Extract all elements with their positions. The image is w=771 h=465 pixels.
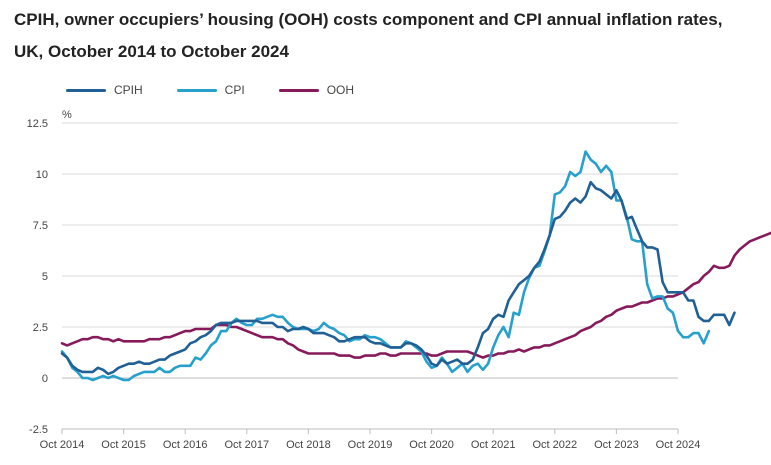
x-tick-label: Oct 2016 — [163, 439, 208, 451]
y-tick-label: 10 — [36, 169, 48, 181]
x-tick-label: Oct 2020 — [409, 439, 454, 451]
series-line-cpi — [60, 150, 711, 382]
x-tick-label: Oct 2018 — [286, 439, 331, 451]
legend-swatch-ooh — [278, 88, 319, 92]
x-tick-label: Oct 2021 — [471, 439, 516, 451]
chart-title: CPIH, owner occupiers’ housing (OOH) cos… — [14, 10, 723, 61]
y-tick-label: 12.5 — [27, 118, 48, 130]
legend-label-cpih: CPIH — [114, 83, 143, 97]
series-line-cpih — [60, 180, 736, 376]
y-axis-unit-label: % — [62, 109, 72, 121]
chart-legend: CPIH CPI OOH — [66, 80, 388, 100]
legend-item-cpih: CPIH — [66, 83, 143, 97]
x-tick-label: Oct 2015 — [101, 439, 146, 451]
y-tick-label: -2.5 — [29, 424, 48, 436]
legend-item-cpi: CPI — [176, 83, 245, 97]
x-tick-label: Oct 2019 — [348, 439, 393, 451]
legend-label-cpi: CPI — [224, 83, 245, 97]
x-tick-label: Oct 2022 — [532, 439, 577, 451]
legend-item-ooh: OOH — [278, 83, 355, 97]
y-tick-label: 2.5 — [33, 322, 48, 334]
y-tick-label: 0 — [42, 373, 48, 385]
series-line-ooh — [60, 231, 771, 359]
y-tick-label: 7.5 — [33, 220, 48, 232]
x-tick-label: Oct 2024 — [656, 439, 701, 451]
x-axis: Oct 2014 Oct 2015 Oct 2016 Oct 2017 Oct 2018… — [40, 428, 701, 451]
series-lines — [60, 150, 771, 382]
legend-label-ooh: OOH — [326, 83, 355, 97]
legend-swatch-cpih — [66, 88, 106, 92]
legend-swatch-cpi — [176, 88, 217, 92]
x-tick-label: Oct 2023 — [594, 439, 639, 451]
grid-lines — [62, 122, 678, 430]
y-axis-ticks: 12.5 10 7.5 5 2.5 0 -2.5 — [27, 118, 48, 436]
y-tick-label: 5 — [42, 271, 48, 283]
x-tick-label: Oct 2014 — [40, 439, 85, 451]
x-tick-label: Oct 2017 — [224, 439, 269, 451]
